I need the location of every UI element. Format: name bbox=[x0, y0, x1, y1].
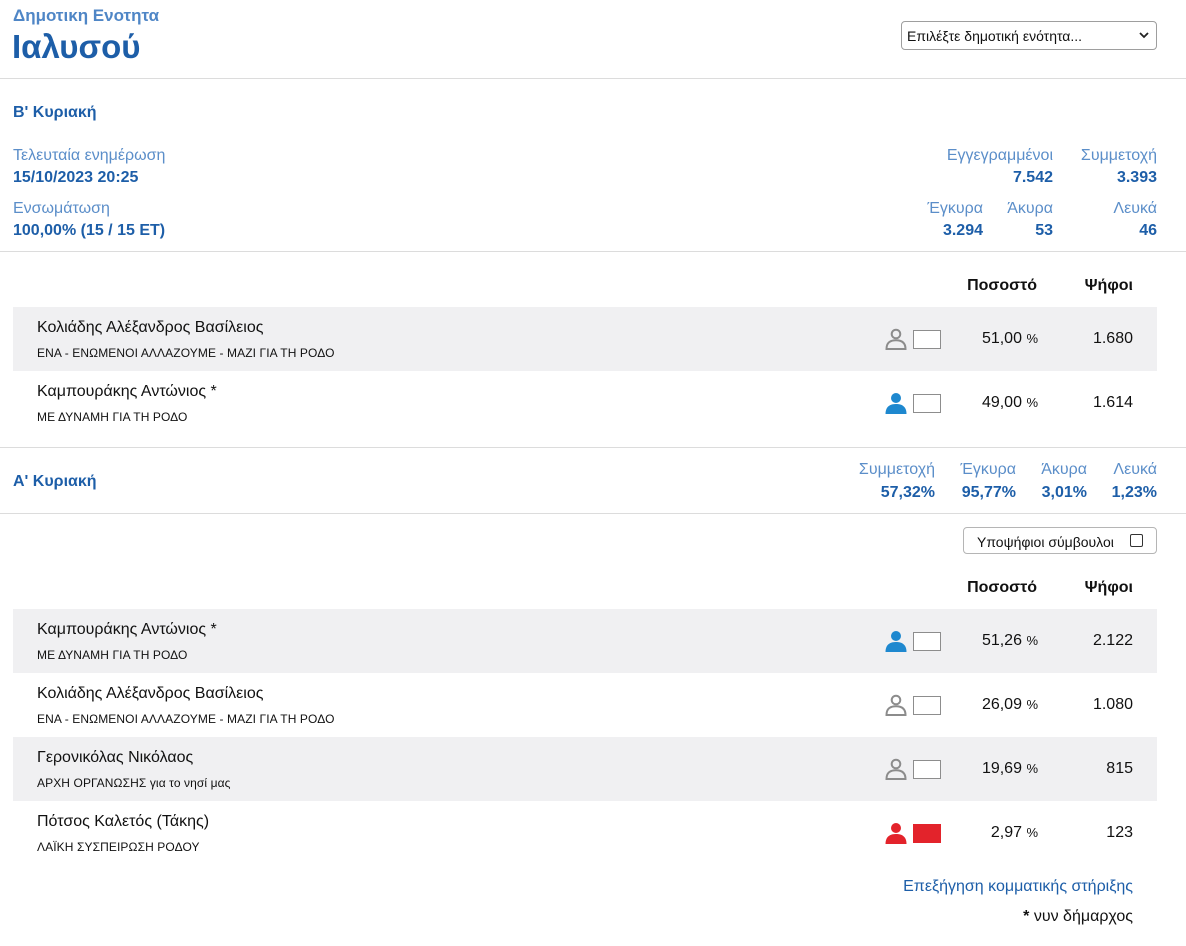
candidate-name: Καμπουράκης Αντώνιος * bbox=[37, 383, 217, 400]
col-percent-header: Ποσοστό bbox=[967, 277, 1037, 294]
registered-label: Εγγεγραμμένοι bbox=[946, 147, 1053, 164]
divider bbox=[0, 447, 1186, 448]
blank-value: 46 bbox=[1139, 222, 1157, 239]
candidate-name: Γερονικόλας Νικόλαος bbox=[37, 749, 194, 766]
chevron-down-icon bbox=[1139, 32, 1149, 39]
person-filled-icon bbox=[885, 631, 907, 652]
candidate-name: Κολιάδης Αλέξανδρος Βασίλειος bbox=[37, 685, 264, 702]
unit-select-value: Επιλέξτε δημοτική ενότητα... bbox=[907, 28, 1083, 44]
turnout-value: 3.393 bbox=[1116, 169, 1157, 186]
invalid-value: 53 bbox=[1035, 222, 1053, 239]
last-update-value: 15/10/2023 20:25 bbox=[13, 169, 139, 186]
col-votes-header: Ψήφοι bbox=[1084, 579, 1133, 596]
candidate-percent: 26,09 % bbox=[981, 696, 1038, 713]
r1-valid-value: 95,77% bbox=[961, 484, 1016, 501]
person-outline-icon bbox=[885, 328, 907, 350]
last-update-label: Τελευταία ενημέρωση bbox=[13, 147, 166, 164]
person-filled-icon bbox=[885, 393, 907, 414]
candidate-party: ΛΑΪΚΗ ΣΥΣΠΕΙΡΩΣΗ ΡΟΔΟΥ bbox=[37, 840, 200, 854]
party-color-swatch bbox=[913, 824, 941, 843]
turnout-label: Συμμετοχή bbox=[1080, 147, 1157, 164]
candidate-row[interactable]: Πότσος Καλετός (Τάκης) ΛΑΪΚΗ ΣΥΣΠΕΙΡΩΣΗ … bbox=[13, 801, 1157, 865]
round1-title: Α' Κυριακή bbox=[13, 473, 97, 490]
blank-label: Λευκά bbox=[1113, 200, 1157, 217]
candidate-percent: 49,00 % bbox=[981, 394, 1038, 411]
party-color-swatch bbox=[913, 696, 941, 715]
incorporation-label: Ενσωμάτωση bbox=[13, 200, 110, 217]
candidate-party: ΑΡΧΗ ΟΡΓΑΝΩΣΗΣ για το νησί μας bbox=[37, 776, 231, 790]
candidate-votes: 123 bbox=[1106, 824, 1133, 841]
r1-valid-label: Έγκυρα bbox=[960, 461, 1016, 478]
divider bbox=[0, 251, 1186, 252]
person-outline-icon bbox=[885, 758, 907, 780]
candidate-votes: 1.614 bbox=[1092, 394, 1133, 411]
invalid-label: Άκυρα bbox=[1007, 200, 1053, 217]
candidate-row[interactable]: Κολιάδης Αλέξανδρος Βασίλειος ΕΝΑ - ΕΝΩΜ… bbox=[13, 673, 1157, 737]
candidate-votes: 1.080 bbox=[1092, 696, 1133, 713]
page-title: Ιαλυσού bbox=[12, 28, 141, 65]
party-color-swatch bbox=[913, 394, 941, 413]
council-candidates-toggle[interactable]: Υποψήφιοι σύμβουλοι bbox=[963, 527, 1157, 554]
r1-turnout-label: Συμμετοχή bbox=[858, 461, 935, 478]
col-votes-header: Ψήφοι bbox=[1084, 277, 1133, 294]
candidate-percent: 19,69 % bbox=[981, 760, 1038, 777]
candidate-row[interactable]: Καμπουράκης Αντώνιος * ΜΕ ΔΥΝΑΜΗ ΓΙΑ ΤΗ … bbox=[13, 609, 1157, 673]
candidate-name: Κολιάδης Αλέξανδρος Βασίλειος bbox=[37, 319, 264, 336]
candidate-votes: 815 bbox=[1106, 760, 1133, 777]
person-outline-icon bbox=[885, 694, 907, 716]
party-color-swatch bbox=[913, 760, 941, 779]
council-candidates-checkbox[interactable] bbox=[1130, 534, 1143, 547]
r1-invalid-value: 3,01% bbox=[1041, 484, 1087, 501]
col-percent-header: Ποσοστό bbox=[967, 579, 1037, 596]
round2-title: Β' Κυριακή bbox=[13, 104, 97, 121]
party-color-swatch bbox=[913, 330, 941, 349]
candidate-row[interactable]: Κολιάδης Αλέξανδρος Βασίλειος ΕΝΑ - ΕΝΩΜ… bbox=[13, 307, 1157, 371]
candidate-party: ΕΝΑ - ΕΝΩΜΕΝΟΙ ΑΛΛΑΖΟΥΜΕ - ΜΑΖΙ ΓΙΑ ΤΗ Ρ… bbox=[37, 712, 335, 726]
candidate-party: ΜΕ ΔΥΝΑΜΗ ΓΙΑ ΤΗ ΡΟΔΟ bbox=[37, 648, 188, 662]
candidate-votes: 2.122 bbox=[1092, 632, 1133, 649]
valid-label: Έγκυρα bbox=[927, 200, 983, 217]
r1-blank-label: Λευκά bbox=[1113, 461, 1157, 478]
valid-value: 3.294 bbox=[942, 222, 983, 239]
council-candidates-label: Υποψήφιοι σύμβουλοι bbox=[977, 534, 1114, 550]
r1-blank-value: 1,23% bbox=[1111, 484, 1157, 501]
candidate-percent: 51,26 % bbox=[981, 632, 1038, 649]
candidate-party: ΜΕ ΔΥΝΑΜΗ ΓΙΑ ΤΗ ΡΟΔΟ bbox=[37, 410, 188, 424]
candidate-percent: 2,97 % bbox=[990, 824, 1038, 841]
candidate-name: Πότσος Καλετός (Τάκης) bbox=[37, 813, 210, 830]
divider bbox=[0, 513, 1186, 514]
incorporation-value: 100,00% (15 / 15 ΕΤ) bbox=[13, 222, 166, 239]
party-support-link[interactable]: Επεξήγηση κομματικής στήριξης bbox=[903, 878, 1133, 895]
party-color-swatch bbox=[913, 632, 941, 651]
r1-turnout-value: 57,32% bbox=[880, 484, 935, 501]
page-header: Δημοτικη Ενοτητα Ιαλυσού Επιλέξτε δημοτι… bbox=[0, 0, 1186, 79]
candidate-row[interactable]: Καμπουράκης Αντώνιος * ΜΕ ΔΥΝΑΜΗ ΓΙΑ ΤΗ … bbox=[13, 371, 1157, 435]
incumbent-note: * νυν δήμαρχος bbox=[1023, 908, 1133, 925]
candidate-percent: 51,00 % bbox=[981, 330, 1038, 347]
candidate-party: ΕΝΑ - ΕΝΩΜΕΝΟΙ ΑΛΛΑΖΟΥΜΕ - ΜΑΖΙ ΓΙΑ ΤΗ Ρ… bbox=[37, 346, 335, 360]
person-filled-icon bbox=[885, 823, 907, 844]
registered-value: 7.542 bbox=[1012, 169, 1053, 186]
candidate-votes: 1.680 bbox=[1092, 330, 1133, 347]
unit-select[interactable]: Επιλέξτε δημοτική ενότητα... bbox=[901, 21, 1157, 50]
page-kicker: Δημοτικη Ενοτητα bbox=[13, 6, 160, 25]
candidate-row[interactable]: Γερονικόλας Νικόλαος ΑΡΧΗ ΟΡΓΑΝΩΣΗΣ για … bbox=[13, 737, 1157, 801]
r1-invalid-label: Άκυρα bbox=[1041, 461, 1087, 478]
candidate-name: Καμπουράκης Αντώνιος * bbox=[37, 621, 217, 638]
